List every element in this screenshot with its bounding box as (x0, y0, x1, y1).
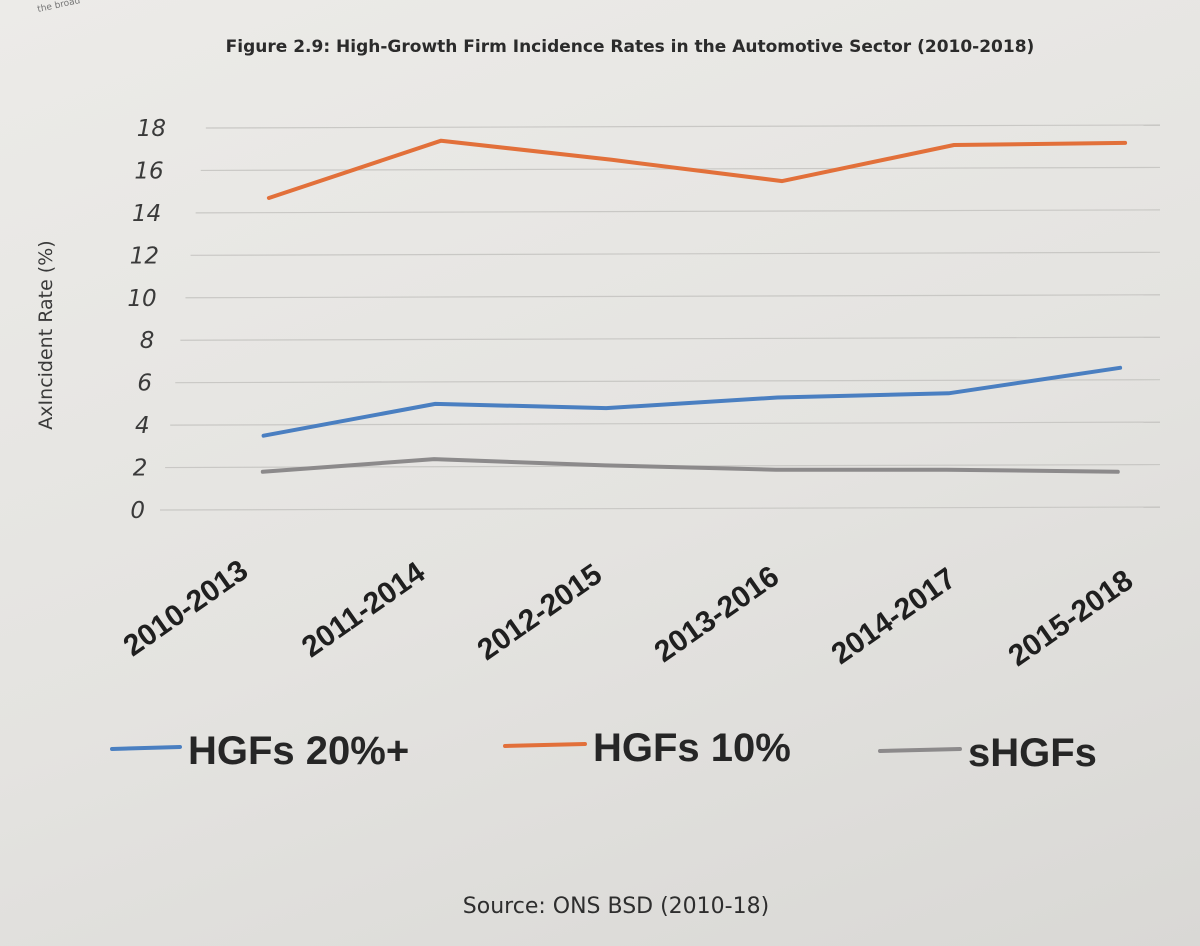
x-tick-label: 2014-2017 (826, 562, 962, 671)
y-axis-ticks: 0 2 4 6 8 10 12 14 16 18 (127, 116, 166, 524)
x-tick-label: 2010-2013 (118, 554, 254, 663)
series-line (266, 138, 1128, 200)
legend-label: HGFs 20%+ (188, 729, 409, 773)
legend: HGFs 20%+ HGFs 10% sHGFs (110, 726, 1097, 775)
y-tick-label: 6 (137, 371, 152, 397)
legend-swatch (503, 742, 587, 748)
series-line (261, 365, 1123, 438)
gridline (185, 294, 1161, 299)
x-tick-label: 2011-2014 (296, 556, 431, 665)
x-tick-label: 2015-2018 (1003, 564, 1139, 673)
y-tick-label: 10 (127, 286, 156, 312)
gridline (195, 209, 1161, 214)
gridline (159, 506, 1161, 511)
x-tick-label: 2012-2015 (472, 558, 608, 667)
y-tick-label: 18 (137, 116, 166, 142)
gridline (180, 336, 1161, 341)
series-line (260, 457, 1120, 474)
chart-title: Figure 2.9: High-Growth Firm Incidence R… (226, 37, 1035, 57)
gridline (175, 379, 1161, 384)
gridline (190, 251, 1161, 256)
legend-swatch (110, 745, 182, 751)
y-tick-label: 14 (132, 201, 161, 227)
y-tick-label: 12 (130, 243, 159, 269)
legend-swatch (878, 747, 962, 753)
gridline (170, 421, 1161, 426)
x-axis-ticks: 2010-2013 2011-2014 2012-2015 2013-2016 2014… (118, 554, 1139, 673)
legend-label: sHGFs (968, 731, 1097, 775)
x-tick-label: 2013-2016 (649, 560, 785, 669)
gridline (205, 124, 1161, 129)
y-axis-label: AxIncident Rate (%) (35, 240, 57, 429)
legend-label: HGFs 10% (593, 726, 791, 770)
y-tick-label: 16 (134, 158, 163, 184)
y-tick-label: 8 (140, 328, 155, 354)
y-tick-label: 2 (133, 456, 148, 482)
series-lines (260, 138, 1128, 474)
page-fragment-text: the broad (37, 0, 82, 15)
y-tick-label: 0 (130, 498, 145, 524)
y-tick-label: 4 (135, 413, 150, 439)
source-note: Source: ONS BSD (2010-18) (463, 894, 769, 919)
